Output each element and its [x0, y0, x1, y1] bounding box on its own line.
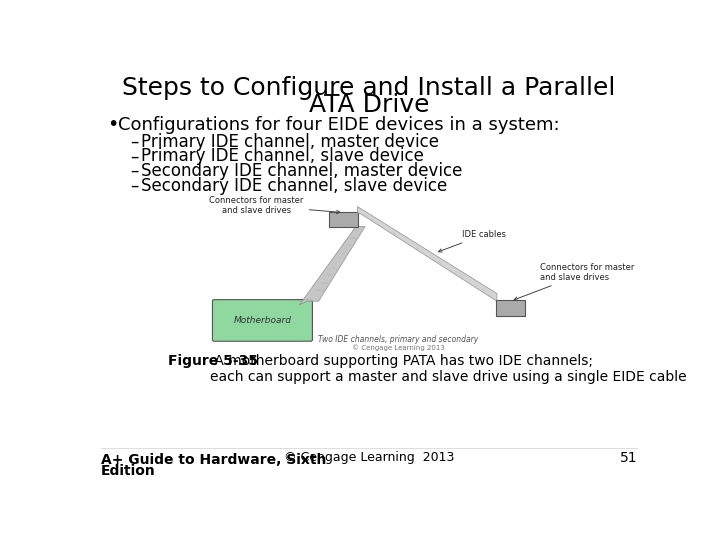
- Text: Figure 5-35: Figure 5-35: [168, 354, 258, 368]
- Text: Configurations for four EIDE devices in a system:: Configurations for four EIDE devices in …: [118, 116, 559, 134]
- Text: IDE cables: IDE cables: [438, 230, 506, 252]
- Text: Connectors for master
and slave drives: Connectors for master and slave drives: [210, 195, 340, 215]
- Text: ATA Drive: ATA Drive: [309, 93, 429, 117]
- Text: Secondary IDE channel, master device: Secondary IDE channel, master device: [141, 162, 462, 180]
- Polygon shape: [357, 206, 497, 301]
- Text: 51: 51: [619, 450, 637, 464]
- Text: A+ Guide to Hardware, Sixth: A+ Guide to Hardware, Sixth: [101, 453, 326, 467]
- FancyBboxPatch shape: [496, 300, 525, 316]
- Text: Primary IDE channel, slave device: Primary IDE channel, slave device: [141, 147, 424, 165]
- Text: Steps to Configure and Install a Parallel: Steps to Configure and Install a Paralle…: [122, 76, 616, 100]
- Text: –: –: [130, 133, 139, 151]
- Text: Two IDE channels, primary and secondary: Two IDE channels, primary and secondary: [318, 335, 478, 345]
- Text: –: –: [130, 177, 139, 195]
- Text: –: –: [130, 147, 139, 165]
- Text: © Cengage Learning 2013: © Cengage Learning 2013: [351, 345, 444, 351]
- Text: Connectors for master
and slave drives: Connectors for master and slave drives: [514, 262, 634, 300]
- Text: –: –: [130, 162, 139, 180]
- FancyBboxPatch shape: [212, 300, 312, 341]
- Polygon shape: [300, 226, 365, 305]
- FancyBboxPatch shape: [330, 212, 358, 227]
- Text: © Cengage Learning  2013: © Cengage Learning 2013: [284, 451, 454, 464]
- Text: Secondary IDE channel, slave device: Secondary IDE channel, slave device: [141, 177, 447, 195]
- Text: •: •: [107, 116, 118, 134]
- Text: Primary IDE channel, master device: Primary IDE channel, master device: [141, 133, 439, 151]
- Text: Edition: Edition: [101, 464, 156, 478]
- Text: Motherboard: Motherboard: [233, 316, 292, 325]
- Text: A motherboard supporting PATA has two IDE channels;
each can support a master an: A motherboard supporting PATA has two ID…: [210, 354, 687, 384]
